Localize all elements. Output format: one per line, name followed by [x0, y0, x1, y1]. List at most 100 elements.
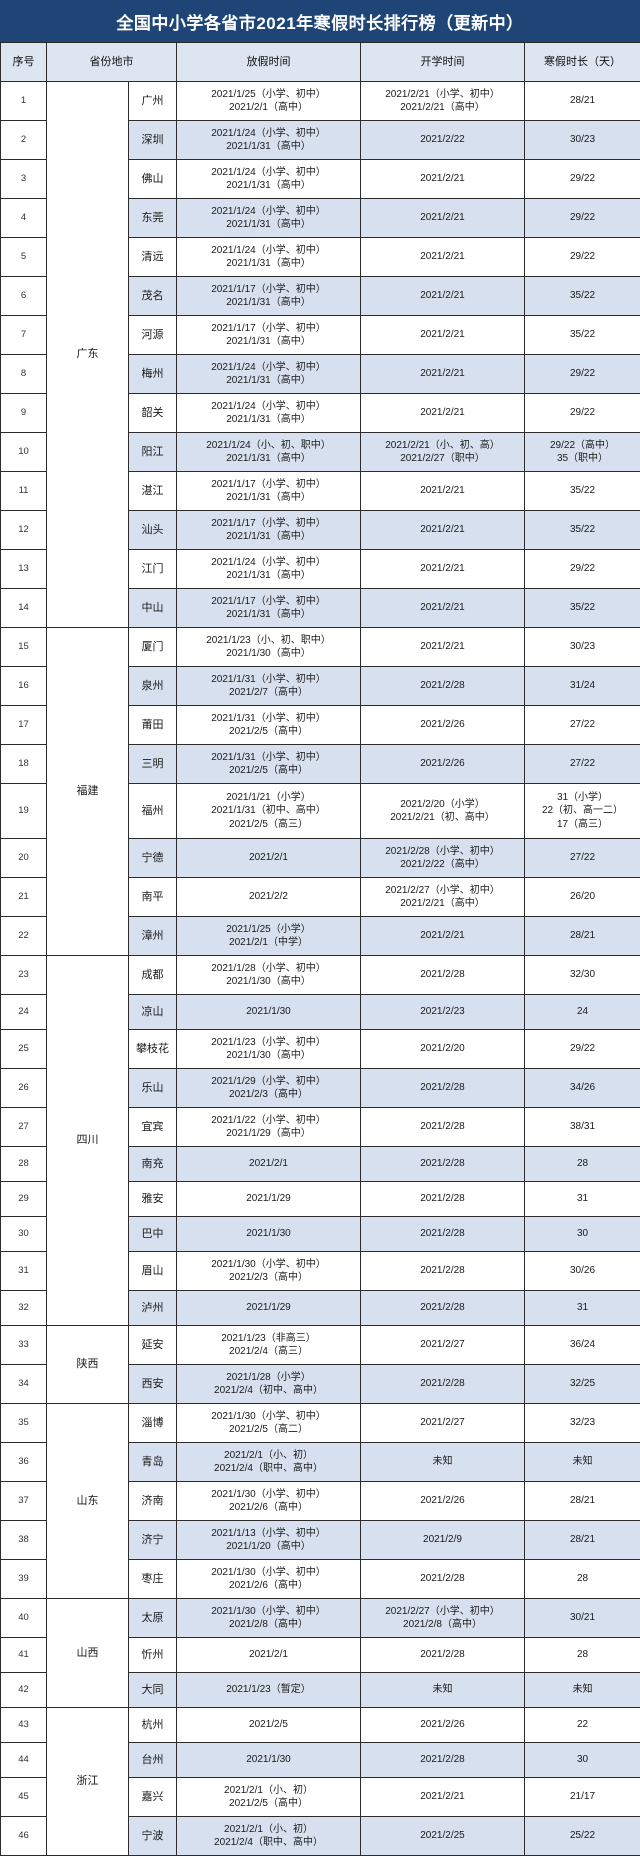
holiday-start-cell: 2021/1/24（小学、初中）2021/1/31（高中） [177, 355, 361, 394]
school-open-cell: 2021/2/21 [361, 394, 525, 433]
city-cell: 深圳 [129, 121, 177, 160]
row-index: 16 [1, 667, 47, 706]
city-cell: 江门 [129, 550, 177, 589]
province-cell: 广东 [47, 82, 129, 628]
city-cell: 忻州 [129, 1638, 177, 1673]
row-index: 35 [1, 1404, 47, 1443]
holiday-start-cell: 2021/1/23（暂定） [177, 1673, 361, 1708]
holiday-start-cell: 2021/1/24（小学、初中）2021/1/31（高中） [177, 121, 361, 160]
row-index: 18 [1, 745, 47, 784]
holiday-length-cell: 28/21 [525, 917, 640, 956]
city-cell: 凉山 [129, 995, 177, 1030]
holiday-length-cell: 32/25 [525, 1365, 640, 1404]
holiday-start-cell: 2021/1/24（小学、初中）2021/1/31（高中） [177, 550, 361, 589]
holiday-start-cell: 2021/1/17（小学、初中）2021/1/31（高中） [177, 472, 361, 511]
row-index: 45 [1, 1778, 47, 1817]
holiday-length-cell: 24 [525, 995, 640, 1030]
holiday-length-cell: 29/22 [525, 394, 640, 433]
city-cell: 泸州 [129, 1291, 177, 1326]
row-index: 29 [1, 1182, 47, 1217]
row-index: 43 [1, 1708, 47, 1743]
row-index: 39 [1, 1560, 47, 1599]
school-open-cell: 2021/2/23 [361, 995, 525, 1030]
holiday-start-cell: 2021/1/30（小学、初中）2021/2/3（高中） [177, 1252, 361, 1291]
holiday-length-cell: 30/26 [525, 1252, 640, 1291]
row-index: 14 [1, 589, 47, 628]
row-index: 42 [1, 1673, 47, 1708]
holiday-start-cell: 2021/1/24（小学、初中）2021/1/31（高中） [177, 394, 361, 433]
city-cell: 南平 [129, 878, 177, 917]
holiday-length-cell: 30 [525, 1743, 640, 1778]
school-open-cell: 2021/2/28 [361, 1217, 525, 1252]
holiday-start-cell: 2021/2/1（小、初）2021/2/5（高中） [177, 1778, 361, 1817]
province-cell: 福建 [47, 628, 129, 956]
holiday-start-cell: 2021/1/21（小学）2021/1/31（初中、高中）2021/2/5（高三… [177, 784, 361, 839]
city-cell: 中山 [129, 589, 177, 628]
school-open-cell: 2021/2/22 [361, 121, 525, 160]
row-index: 27 [1, 1108, 47, 1147]
school-open-cell: 2021/2/28（小学、初中）2021/2/22（高中） [361, 839, 525, 878]
holiday-length-cell: 28/21 [525, 1521, 640, 1560]
city-cell: 厦门 [129, 628, 177, 667]
holiday-start-cell: 2021/2/1 [177, 1638, 361, 1673]
holiday-length-cell: 29/22（高中）35（职中） [525, 433, 640, 472]
row-index: 46 [1, 1817, 47, 1856]
row-index: 36 [1, 1443, 47, 1482]
holiday-length-cell: 31 [525, 1291, 640, 1326]
holiday-length-cell: 31（小学）22（初、高一二）17（高三） [525, 784, 640, 839]
holiday-start-cell: 2021/1/30 [177, 1217, 361, 1252]
school-open-cell: 2021/2/25 [361, 1817, 525, 1856]
holiday-start-cell: 2021/1/24（小、初、职中）2021/1/31（高中） [177, 433, 361, 472]
row-index: 4 [1, 199, 47, 238]
table-head: 序号 省份地市 放假时间 开学时间 寒假时长（天） [1, 43, 640, 82]
city-cell: 湛江 [129, 472, 177, 511]
holiday-length-cell: 32/30 [525, 956, 640, 995]
row-index: 24 [1, 995, 47, 1030]
holiday-length-cell: 28/21 [525, 1482, 640, 1521]
school-open-cell: 2021/2/26 [361, 1482, 525, 1521]
col-header-open: 开学时间 [361, 43, 525, 82]
row-index: 20 [1, 839, 47, 878]
holiday-length-cell: 27/22 [525, 745, 640, 784]
city-cell: 巴中 [129, 1217, 177, 1252]
city-cell: 延安 [129, 1326, 177, 1365]
holiday-length-cell: 30/23 [525, 121, 640, 160]
holiday-start-cell: 2021/1/25（小学、初中）2021/2/1（高中） [177, 82, 361, 121]
row-index: 3 [1, 160, 47, 199]
row-index: 31 [1, 1252, 47, 1291]
school-open-cell: 2021/2/27（小学、初中）2021/2/21（高中） [361, 878, 525, 917]
school-open-cell: 2021/2/27 [361, 1326, 525, 1365]
school-open-cell: 2021/2/21 [361, 917, 525, 956]
holiday-length-cell: 28 [525, 1147, 640, 1182]
holiday-start-cell: 2021/1/24（小学、初中）2021/1/31（高中） [177, 238, 361, 277]
holiday-length-cell: 29/22 [525, 199, 640, 238]
school-open-cell: 2021/2/21 [361, 1778, 525, 1817]
city-cell: 乐山 [129, 1069, 177, 1108]
school-open-cell: 2021/2/20 [361, 1030, 525, 1069]
row-index: 6 [1, 277, 47, 316]
school-open-cell: 2021/2/21 [361, 199, 525, 238]
city-cell: 枣庄 [129, 1560, 177, 1599]
holiday-start-cell: 2021/1/17（小学、初中）2021/1/31（高中） [177, 511, 361, 550]
city-cell: 泉州 [129, 667, 177, 706]
col-header-index: 序号 [1, 43, 47, 82]
city-cell: 太原 [129, 1599, 177, 1638]
holiday-length-cell: 32/23 [525, 1404, 640, 1443]
row-index: 2 [1, 121, 47, 160]
city-cell: 茂名 [129, 277, 177, 316]
holiday-length-cell: 31 [525, 1182, 640, 1217]
holiday-start-cell: 2021/1/23（非高三）2021/2/4（高三） [177, 1326, 361, 1365]
row-index: 28 [1, 1147, 47, 1182]
row-index: 40 [1, 1599, 47, 1638]
city-cell: 雅安 [129, 1182, 177, 1217]
school-open-cell: 2021/2/28 [361, 1147, 525, 1182]
school-open-cell: 2021/2/26 [361, 745, 525, 784]
holiday-length-cell: 29/22 [525, 355, 640, 394]
row-index: 21 [1, 878, 47, 917]
city-cell: 南充 [129, 1147, 177, 1182]
